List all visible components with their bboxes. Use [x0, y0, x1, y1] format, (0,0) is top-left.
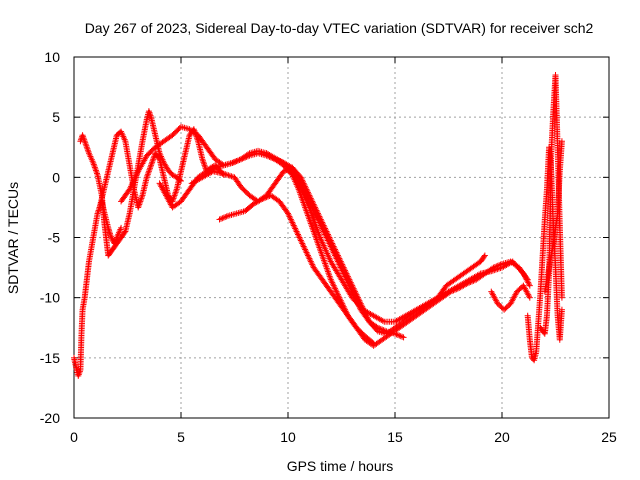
- data-point: [558, 294, 565, 301]
- data-point: [232, 158, 239, 165]
- data-point: [226, 172, 233, 179]
- y-tick-label: 0: [52, 169, 60, 185]
- axis-ticks: 0 5 10 15 20 25 -20 -15 -10 -5 0 5 10: [40, 49, 617, 445]
- data-point: [229, 159, 236, 166]
- data-point: [245, 153, 252, 160]
- data-point: [155, 155, 162, 162]
- data-point: [280, 168, 287, 175]
- data-point: [219, 215, 226, 222]
- x-tick-label: 25: [601, 429, 617, 445]
- x-tick-label: 10: [280, 429, 296, 445]
- y-tick-label: -5: [48, 230, 61, 246]
- chart-title: Day 267 of 2023, Sidereal Day-to-day VTE…: [85, 20, 594, 36]
- y-tick-label: -15: [40, 350, 60, 366]
- data-point: [396, 332, 403, 339]
- data-marks: [71, 72, 565, 379]
- data-point: [400, 334, 407, 341]
- data-point: [526, 282, 533, 289]
- data-point: [230, 159, 237, 166]
- data-point: [243, 153, 250, 160]
- y-tick-label: -20: [40, 410, 60, 426]
- x-tick-label: 0: [70, 429, 78, 445]
- data-point: [210, 165, 217, 172]
- data-point: [259, 195, 266, 202]
- data-point: [558, 138, 565, 145]
- data-point: [239, 155, 246, 162]
- x-axis-label: GPS time / hours: [287, 458, 394, 474]
- data-point: [263, 194, 270, 201]
- x-tick-label: 5: [177, 429, 185, 445]
- x-tick-label: 20: [494, 429, 510, 445]
- data-point: [223, 213, 230, 220]
- grid-lines: [74, 57, 609, 418]
- data-point: [118, 224, 125, 231]
- data-point: [236, 156, 243, 163]
- data-point: [399, 333, 406, 340]
- data-point: [235, 157, 242, 164]
- data-point: [220, 214, 227, 221]
- y-axis-label: SDTVAR / TECUs: [5, 182, 21, 294]
- data-point: [262, 194, 269, 201]
- data-point: [217, 215, 224, 222]
- x-tick-label: 15: [387, 429, 403, 445]
- data-point: [394, 331, 401, 338]
- data-point: [282, 167, 289, 174]
- data-point: [481, 252, 488, 259]
- data-point: [240, 155, 247, 162]
- y-tick-label: 10: [44, 49, 60, 65]
- data-point: [397, 333, 404, 340]
- data-point: [216, 216, 223, 223]
- y-tick-label: -10: [40, 290, 60, 306]
- data-point: [222, 214, 229, 221]
- data-point: [481, 253, 488, 260]
- data-point: [257, 196, 264, 203]
- data-point: [558, 306, 565, 313]
- data-point: [121, 229, 128, 236]
- data-point: [233, 158, 240, 165]
- y-tick-label: 5: [52, 109, 60, 125]
- data-point: [260, 195, 267, 202]
- data-point: [237, 156, 244, 163]
- data-point: [526, 294, 533, 301]
- data-point: [242, 154, 249, 161]
